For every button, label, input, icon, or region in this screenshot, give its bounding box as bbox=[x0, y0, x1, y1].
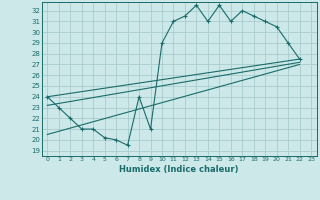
X-axis label: Humidex (Indice chaleur): Humidex (Indice chaleur) bbox=[119, 165, 239, 174]
